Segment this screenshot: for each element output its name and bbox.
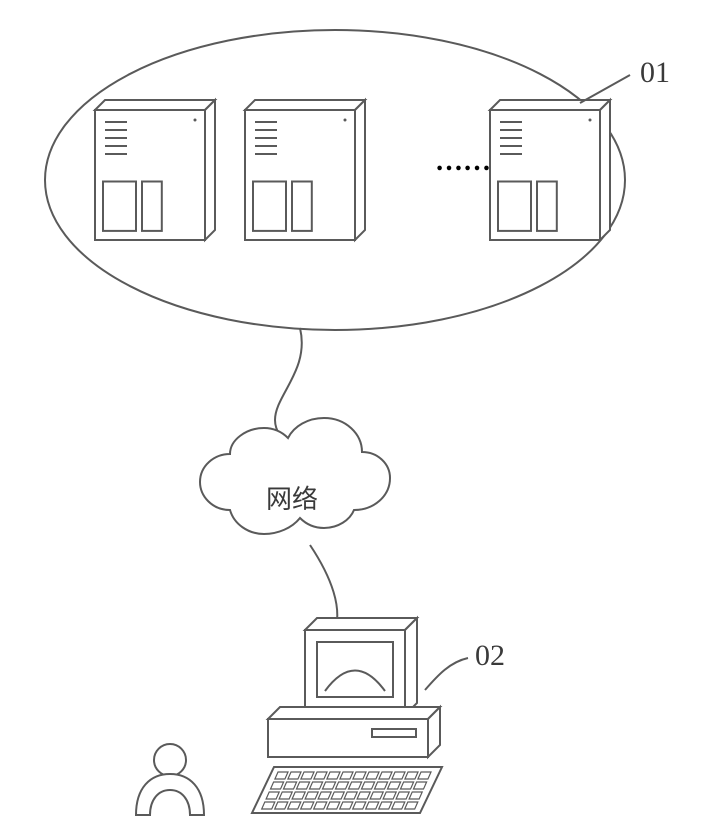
client-computer-icon [252, 618, 442, 813]
label-02-connector [425, 658, 468, 690]
ellipsis: …… [435, 146, 491, 177]
network-diagram: …… 01 网络 02 [0, 0, 725, 839]
network-cloud-icon: 网络 [200, 418, 390, 534]
server-icons [95, 100, 610, 240]
label-02: 02 [475, 639, 505, 672]
network-label: 网络 [266, 485, 318, 514]
user-icon [136, 744, 204, 815]
server-icon [490, 100, 610, 240]
server-icon [245, 100, 365, 240]
server-icon [95, 100, 215, 240]
label-01-connector [580, 75, 630, 103]
label-01: 01 [640, 56, 670, 89]
